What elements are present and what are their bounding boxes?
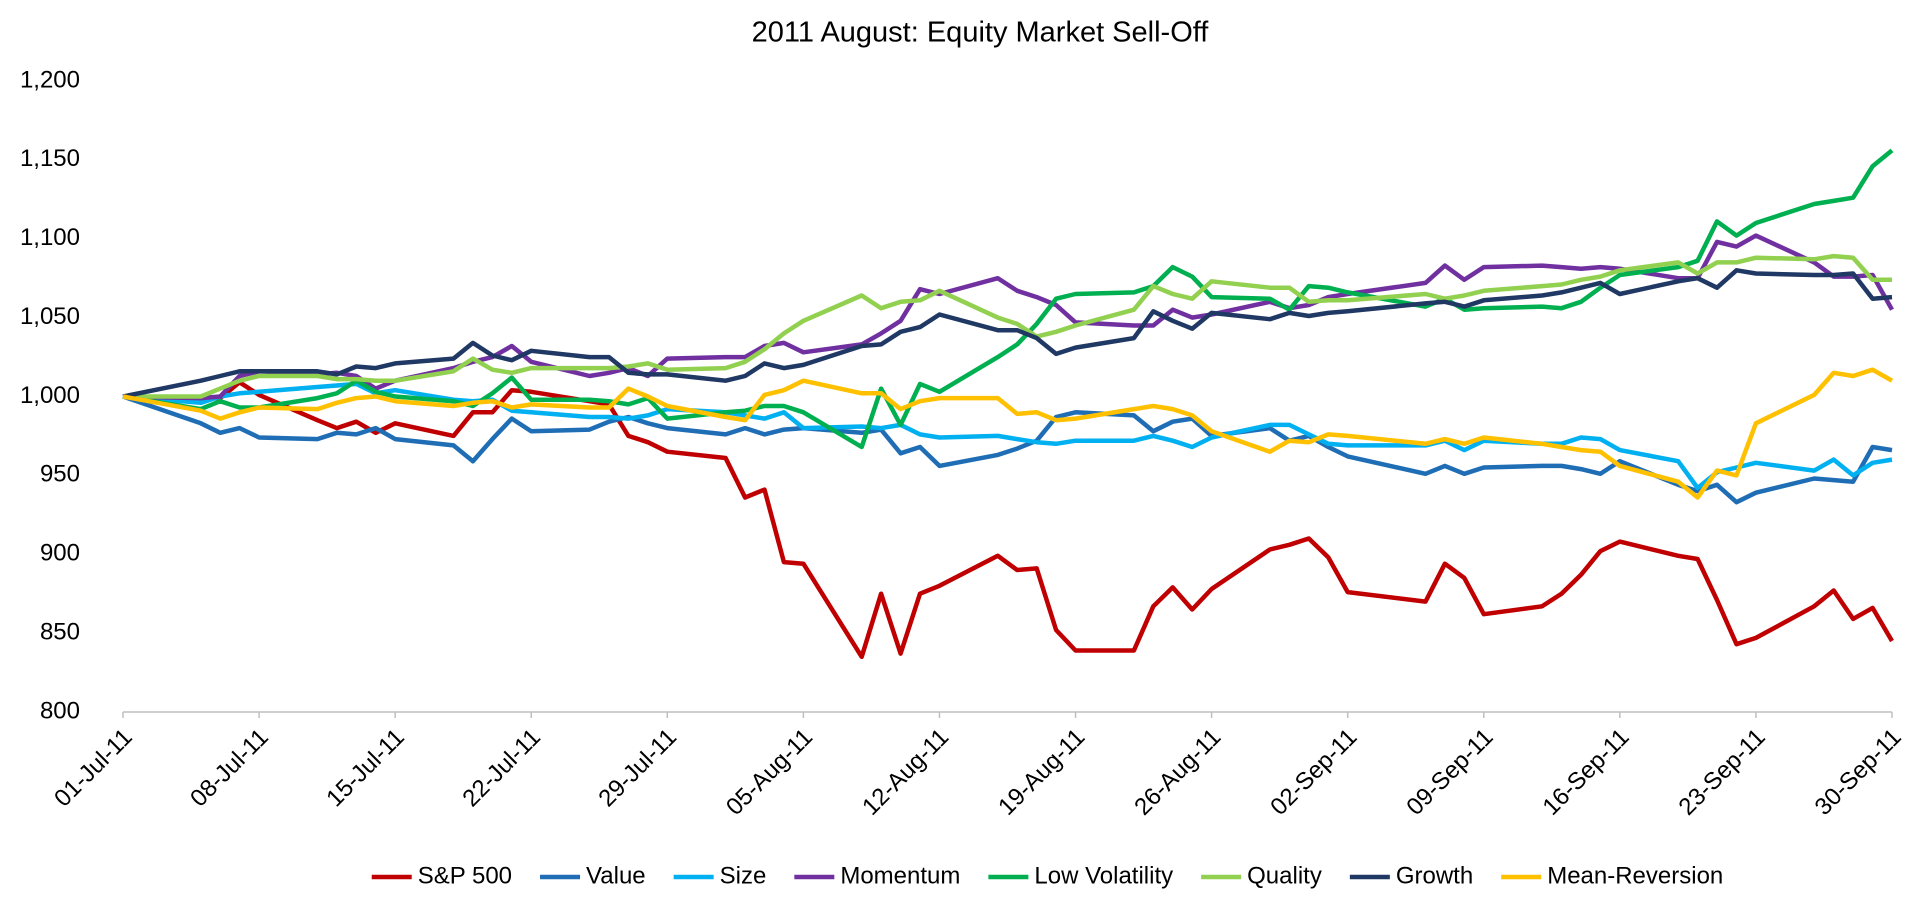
legend-label: Size [720, 862, 767, 889]
series-line [122, 380, 1894, 660]
x-tick-label: 15-Jul-11 [321, 724, 410, 813]
x-tick-label: 09-Sep-11 [1401, 724, 1498, 821]
legend: S&P 500 Value Size Momentum Low Volatility Qu… [371, 862, 1723, 889]
x-tick-label: 08-Jul-11 [185, 724, 274, 813]
series-line [122, 381, 1893, 491]
legend-label: Growth [1396, 862, 1473, 889]
series-line [122, 367, 1894, 500]
series-line [123, 253, 1892, 399]
y-tick-label: 900 [40, 540, 80, 567]
x-tick-label: 30-Sep-11 [1810, 724, 1907, 821]
y-tick-label: 1,200 [20, 66, 80, 93]
x-tick-label: 02-Sep-11 [1265, 724, 1362, 821]
y-tick-label: 850 [40, 618, 80, 645]
x-tick-label: 01-Jul-11 [49, 724, 138, 813]
x-tick-label: 16-Sep-11 [1537, 724, 1634, 821]
series-line [122, 148, 1894, 450]
y-tick-label: 1,150 [20, 145, 80, 172]
series-line [122, 268, 1893, 399]
x-tick-label: 26-Aug-11 [1129, 724, 1226, 821]
y-tick-label: 1,050 [20, 303, 80, 330]
series-line [122, 394, 1893, 505]
series-line [122, 233, 1894, 401]
chart-title: 2011 August: Equity Market Sell-Off [752, 17, 1210, 49]
legend-label: Quality [1247, 862, 1322, 889]
y-tick-label: 800 [40, 697, 80, 724]
legend-label: Low Volatility [1034, 862, 1173, 889]
y-tick-label: 950 [40, 461, 80, 488]
legend-label: Value [586, 862, 646, 889]
y-tick-label: 1,000 [20, 382, 80, 409]
legend-label: Mean-Reversion [1547, 862, 1723, 889]
y-tick-label: 1,100 [20, 224, 80, 251]
x-tick-label: 23-Sep-11 [1674, 724, 1771, 821]
x-tick-label: 29-Jul-11 [593, 724, 682, 813]
x-tick-label: 22-Jul-11 [457, 724, 546, 813]
x-tick-label: 12-Aug-11 [857, 724, 954, 821]
x-tick-label: 05-Aug-11 [721, 724, 818, 821]
x-tick-label: 19-Aug-11 [993, 724, 1090, 821]
legend-label: S&P 500 [418, 862, 512, 889]
legend-label: Momentum [840, 862, 960, 889]
